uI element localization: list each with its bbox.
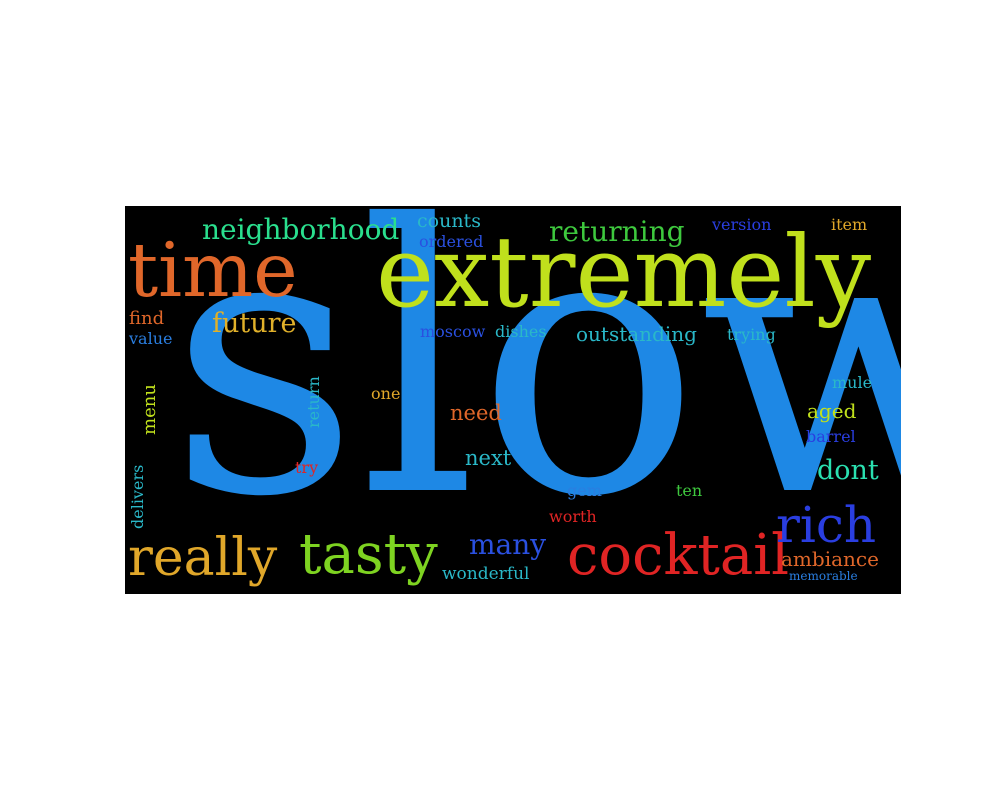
word-mule: mule (832, 373, 873, 392)
word-version: version (712, 215, 772, 234)
word-future: future (212, 308, 297, 339)
word-time: time (128, 226, 298, 314)
word-item: item (831, 215, 868, 234)
word-wonderful: wonderful (442, 564, 530, 584)
word-tasty: tasty (299, 522, 438, 587)
word-ten: ten (676, 481, 703, 500)
word-find: find (129, 308, 165, 329)
word-returning: returning (549, 215, 685, 248)
word-next: next (465, 446, 512, 470)
word-value: value (129, 329, 173, 348)
word-neighborhood: neighborhood (202, 213, 400, 246)
word-cloud: slow extremely time cocktail really tast… (125, 206, 901, 594)
word-dont: dont (817, 455, 879, 486)
word-menu: menu (139, 384, 160, 435)
word-one: one (371, 384, 401, 403)
word-delivers: delivers (128, 464, 147, 529)
word-cocktail: cocktail (567, 523, 790, 588)
word-really: really (128, 528, 278, 588)
word-slow: slow (169, 206, 901, 578)
word-worth: worth (549, 507, 597, 526)
word-return: return (304, 376, 323, 428)
word-ambiance: ambiance (781, 547, 879, 571)
word-ordered: ordered (419, 232, 484, 251)
word-dishes: dishes (495, 322, 547, 341)
word-outstanding: outstanding (576, 322, 697, 346)
word-trying: trying (727, 325, 776, 344)
word-barrel: barrel (806, 427, 856, 446)
word-rich: rich (776, 496, 877, 554)
word-counts: counts (417, 210, 481, 232)
word-extremely: extremely (376, 216, 872, 330)
word-memorable: memorable (789, 569, 858, 583)
word-many: many (469, 528, 547, 561)
word-gem: gem (567, 481, 602, 500)
word-aged: aged (807, 399, 857, 423)
word-try: try (295, 458, 319, 477)
word-need: need (450, 401, 502, 425)
word-moscow: moscow (420, 322, 486, 341)
